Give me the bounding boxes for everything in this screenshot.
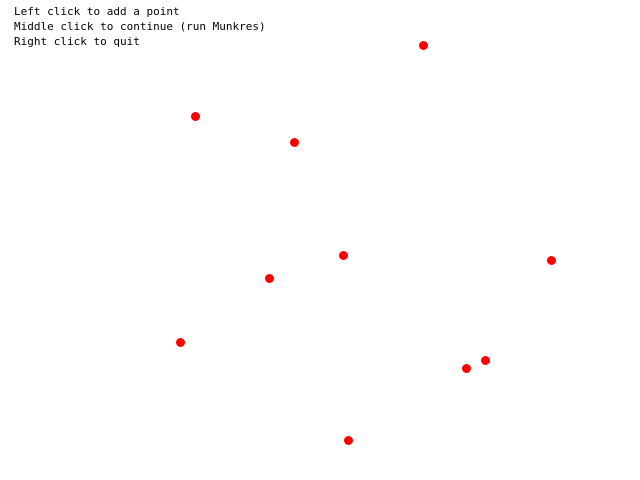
instructions: Left click to add a point Middle click t… <box>14 4 266 49</box>
point-marker <box>190 111 200 121</box>
point-marker <box>264 273 274 283</box>
point-marker <box>546 255 556 265</box>
point-marker <box>289 137 299 147</box>
point-marker <box>418 40 428 50</box>
instruction-quit: Right click to quit <box>14 35 140 48</box>
point-marker <box>461 363 471 373</box>
point-marker <box>480 355 490 365</box>
instruction-add-point: Left click to add a point <box>14 5 180 18</box>
instruction-continue: Middle click to continue (run Munkres) <box>14 20 266 33</box>
point-marker <box>338 250 348 260</box>
point-marker <box>175 337 185 347</box>
point-marker <box>343 435 353 445</box>
